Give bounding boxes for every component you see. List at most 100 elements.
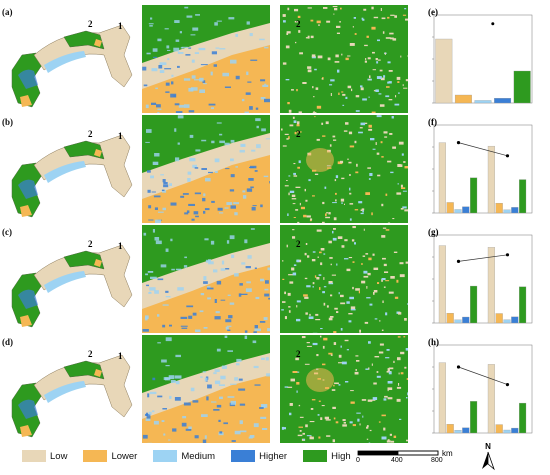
detail-map-region-2: 2 [280, 5, 411, 115]
bar [470, 285, 478, 324]
bar [519, 402, 527, 434]
detail-marker-2: 2 [296, 129, 301, 139]
bar [462, 206, 470, 214]
bar [435, 38, 453, 104]
bar [511, 316, 519, 324]
chart-label: (h) [428, 337, 439, 347]
series-line [458, 366, 508, 385]
north-arrow-icon [482, 451, 495, 471]
scale-unit: km [442, 449, 453, 458]
bar [487, 364, 495, 434]
scale-tick-400: 400 [391, 457, 403, 464]
line-point [456, 365, 461, 369]
bar [454, 209, 462, 214]
line-point [505, 383, 510, 387]
bar [454, 430, 462, 434]
legend-label-high: High [331, 450, 351, 462]
legend-item-lower: Lower [83, 450, 137, 462]
legend: Low Lower Medium Higher High [22, 450, 361, 462]
bar [487, 145, 495, 214]
scale-tick-800: 800 [431, 457, 443, 464]
bar-chart: (e) [418, 5, 546, 113]
legend-swatch-medium [153, 450, 178, 462]
bar [487, 247, 495, 324]
region-marker-2: 2 [88, 349, 93, 359]
bar-chart: (h) [418, 335, 546, 443]
bar [462, 316, 470, 324]
detail-map-region-1 [142, 5, 271, 116]
legend-item-high: High [303, 450, 351, 462]
panel-label: (a) [2, 7, 13, 17]
series-line [458, 142, 508, 157]
bar [519, 286, 527, 324]
region-marker-2: 2 [88, 129, 93, 139]
region-marker-1: 1 [118, 21, 123, 31]
legend-swatch-lower [83, 450, 108, 462]
chart-label: (g) [428, 227, 439, 237]
north-arrow: N [478, 442, 498, 471]
bar [519, 179, 527, 214]
legend-label-lower: Lower [111, 450, 138, 462]
region-marker-2: 2 [88, 19, 93, 29]
panel-label: (b) [2, 117, 13, 127]
region-marker-1: 1 [118, 351, 123, 361]
detail-marker-2: 2 [296, 349, 301, 359]
chart-label: (e) [428, 7, 438, 17]
scale-tick-0: 0 [356, 457, 360, 464]
bar [513, 70, 531, 104]
detail-map-region-2: 2 [280, 225, 410, 336]
line-point [505, 253, 510, 257]
legend-item-medium: Medium [153, 450, 215, 462]
legend-item-higher: Higher [231, 450, 287, 462]
bar-chart: (g) [418, 225, 546, 333]
detail-marker-2: 2 [296, 239, 301, 249]
line-point [456, 141, 461, 145]
bar [495, 313, 503, 324]
bar [462, 427, 470, 434]
detail-map-region-1 [142, 115, 272, 224]
chart-svg [432, 124, 533, 214]
bar [446, 424, 454, 434]
panel-label: (c) [2, 227, 12, 237]
detail-map-region-1 [142, 225, 275, 335]
detail-map-region-2: 2 [280, 115, 409, 226]
chart-svg [432, 234, 533, 324]
bar [470, 401, 478, 434]
bar [503, 429, 511, 434]
bar [470, 177, 478, 214]
chart-svg [432, 344, 533, 434]
bar [446, 202, 454, 214]
bar [494, 98, 512, 104]
legend-label-medium: Medium [181, 450, 216, 462]
region-marker-1: 1 [118, 131, 123, 141]
scale-bar-graphic [357, 450, 439, 456]
chart-label: (f) [428, 117, 437, 127]
bar [495, 202, 503, 214]
detail-marker-2: 2 [296, 19, 301, 29]
bar [454, 94, 472, 104]
line-point [491, 22, 495, 26]
legend-item-low: Low [22, 450, 67, 462]
bar [503, 319, 511, 324]
detail-map-region-1 [142, 335, 272, 446]
chart-svg [432, 14, 533, 104]
bar [474, 100, 492, 104]
bar [511, 427, 519, 434]
detail-map-region-2: 2 [280, 335, 411, 445]
scale-bar: 0 400 800 km [352, 447, 472, 473]
bar [438, 362, 446, 434]
legend-swatch-low [22, 450, 46, 462]
bar [503, 209, 511, 214]
bar [446, 312, 454, 324]
bar-chart: (f) [418, 115, 546, 223]
legend-label-higher: Higher [259, 450, 288, 462]
north-label: N [485, 442, 491, 451]
bar [454, 319, 462, 324]
line-point [505, 154, 510, 158]
legend-swatch-higher [231, 450, 256, 462]
legend-label-low: Low [50, 450, 68, 462]
